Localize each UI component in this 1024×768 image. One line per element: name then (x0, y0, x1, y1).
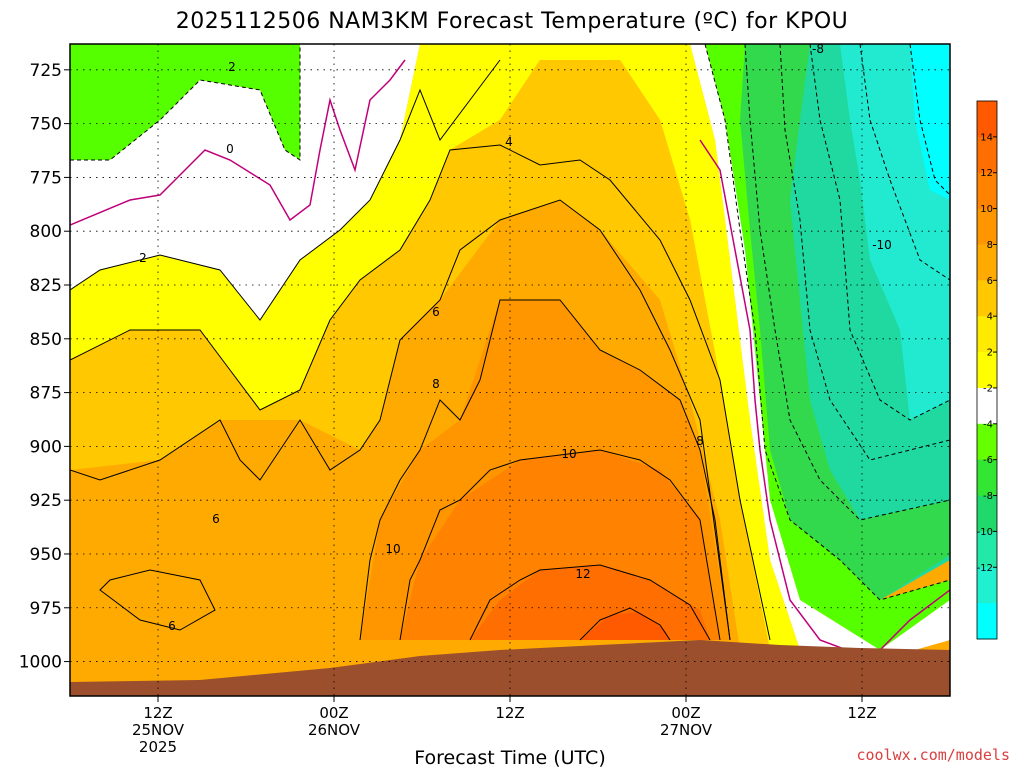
contour-labels: 2 0 2 4 6 8 10 12 10 8 6 6 -8 -10 (139, 42, 892, 633)
band-above-14 (580, 612, 670, 640)
colorbar-label: -6 (983, 455, 993, 466)
colorbar-label: -8 (983, 491, 993, 502)
x-tick-label: 12Z (143, 704, 172, 722)
contour-minus2-upper (70, 44, 301, 161)
colorbar-swatch (977, 531, 997, 568)
colorbar-swatch (977, 101, 997, 138)
x-tick-label: 00Z (671, 704, 700, 722)
contour-label: 4 (505, 135, 513, 149)
contour-8 (359, 299, 731, 641)
x-tick-label: 25NOV (132, 721, 185, 739)
colorbar-swatch (977, 316, 997, 353)
colorbar-swatch (977, 280, 997, 317)
y-tick-label: 775 (30, 168, 62, 188)
contour-label: 6 (168, 619, 176, 633)
y-tick-label: 825 (30, 276, 62, 296)
contour-label: 6 (432, 305, 440, 319)
colorbar-label: 4 (987, 312, 993, 323)
colorbar-swatch (977, 244, 997, 281)
contour-2 (70, 59, 501, 321)
contour-label: -10 (872, 238, 892, 252)
contour-label: 10 (385, 542, 400, 556)
contour-label: 8 (696, 434, 704, 448)
colorbar-swatch (977, 459, 997, 497)
contour-minus2-right (704, 44, 950, 601)
contour-6 (70, 199, 731, 641)
x-tick-label: 00Z (319, 704, 348, 722)
freezing-line-left (70, 59, 406, 226)
contour-label: 2 (139, 251, 147, 265)
y-tick-label: 875 (30, 384, 62, 404)
contour-10 (399, 449, 721, 641)
contour-label: -8 (812, 42, 824, 56)
y-tick-label: 925 (30, 491, 62, 511)
x-tick-label: 12Z (847, 704, 876, 722)
colorbar-label: 10 (980, 204, 993, 215)
y-tick-label: 850 (30, 330, 62, 350)
colorbar-swatch (977, 208, 997, 245)
contour-minus8 (809, 44, 950, 421)
colorbar-label: -10 (977, 527, 993, 538)
colorbar-label: 12 (980, 168, 993, 179)
contour-label: 12 (575, 567, 590, 581)
y-tick-label: 725 (30, 61, 62, 81)
colorbar-label: 14 (980, 132, 993, 143)
contour-label: 0 (226, 142, 234, 156)
band-0-minus2-right (690, 44, 950, 660)
x-tick-label: 12Z (495, 704, 524, 722)
contour-label: 8 (432, 377, 440, 391)
contour-label: 6 (212, 512, 220, 526)
y-axis: 725 750 775 800 825 850 875 900 925 950 975 1000 (19, 61, 70, 673)
y-tick-label: 950 (30, 545, 62, 565)
band-0-minus2 (70, 44, 420, 320)
colorbar-swatch (977, 136, 997, 174)
contour-label: 2 (228, 60, 236, 74)
colorbar-swatch (977, 352, 997, 389)
colorbar-label: -12 (977, 563, 993, 574)
band-minus2-minus4-upper-left (70, 44, 300, 160)
contour-minus12 (909, 44, 950, 196)
colorbar-label: 8 (987, 240, 993, 251)
colorbar-label: -2 (983, 383, 993, 394)
y-tick-label: 750 (30, 115, 62, 135)
colorbar-label: -4 (983, 419, 993, 430)
band-minus2-minus4 (705, 44, 950, 650)
y-tick-label: 800 (30, 222, 62, 242)
chart-title: 2025112506 NAM3KM Forecast Temperature (… (176, 9, 849, 34)
band-below-minus12 (910, 44, 950, 200)
band-2-4 (70, 44, 800, 650)
colorbar-label: 6 (987, 276, 993, 287)
colorbar-frame (976, 100, 998, 640)
y-tick-label: 900 (30, 437, 62, 457)
band-4-6 (70, 60, 770, 650)
plot-area: 2 0 2 4 6 8 10 12 10 8 6 6 -8 -10 (70, 42, 950, 696)
contour-6-small (99, 569, 216, 631)
colorbar-swatch (977, 172, 997, 210)
contour-4 (70, 144, 771, 641)
grid (70, 44, 950, 696)
colorbar-swatch (977, 495, 997, 532)
colorbar-swatch (977, 423, 997, 461)
colorbar-label: 2 (987, 348, 993, 359)
colorbar-swatch (977, 387, 997, 425)
contour-12 (469, 564, 711, 641)
band-minus4-minus8 (735, 44, 950, 600)
x-tick-label: 2025 (139, 738, 177, 756)
x-axis-label: Forecast Time (UTC) (414, 747, 605, 768)
contour-minus10 (859, 44, 950, 281)
x-tick-label: 26NOV (308, 721, 361, 739)
contour-minus4 (744, 44, 950, 521)
colorbar-swatch (977, 567, 997, 604)
contour-label: 10 (561, 447, 576, 461)
colorbar: 14 12 10 8 6 4 2 -2 -4 -6 -8 -10 -12 (976, 100, 998, 640)
y-tick-label: 975 (30, 599, 62, 619)
colorbar-swatch (977, 603, 997, 640)
x-tick-label: 27NOV (660, 721, 713, 739)
credit-text[interactable]: coolwx.com/models (856, 746, 1010, 764)
y-tick-label: 1000 (19, 653, 62, 673)
contour-minus6 (779, 44, 950, 461)
